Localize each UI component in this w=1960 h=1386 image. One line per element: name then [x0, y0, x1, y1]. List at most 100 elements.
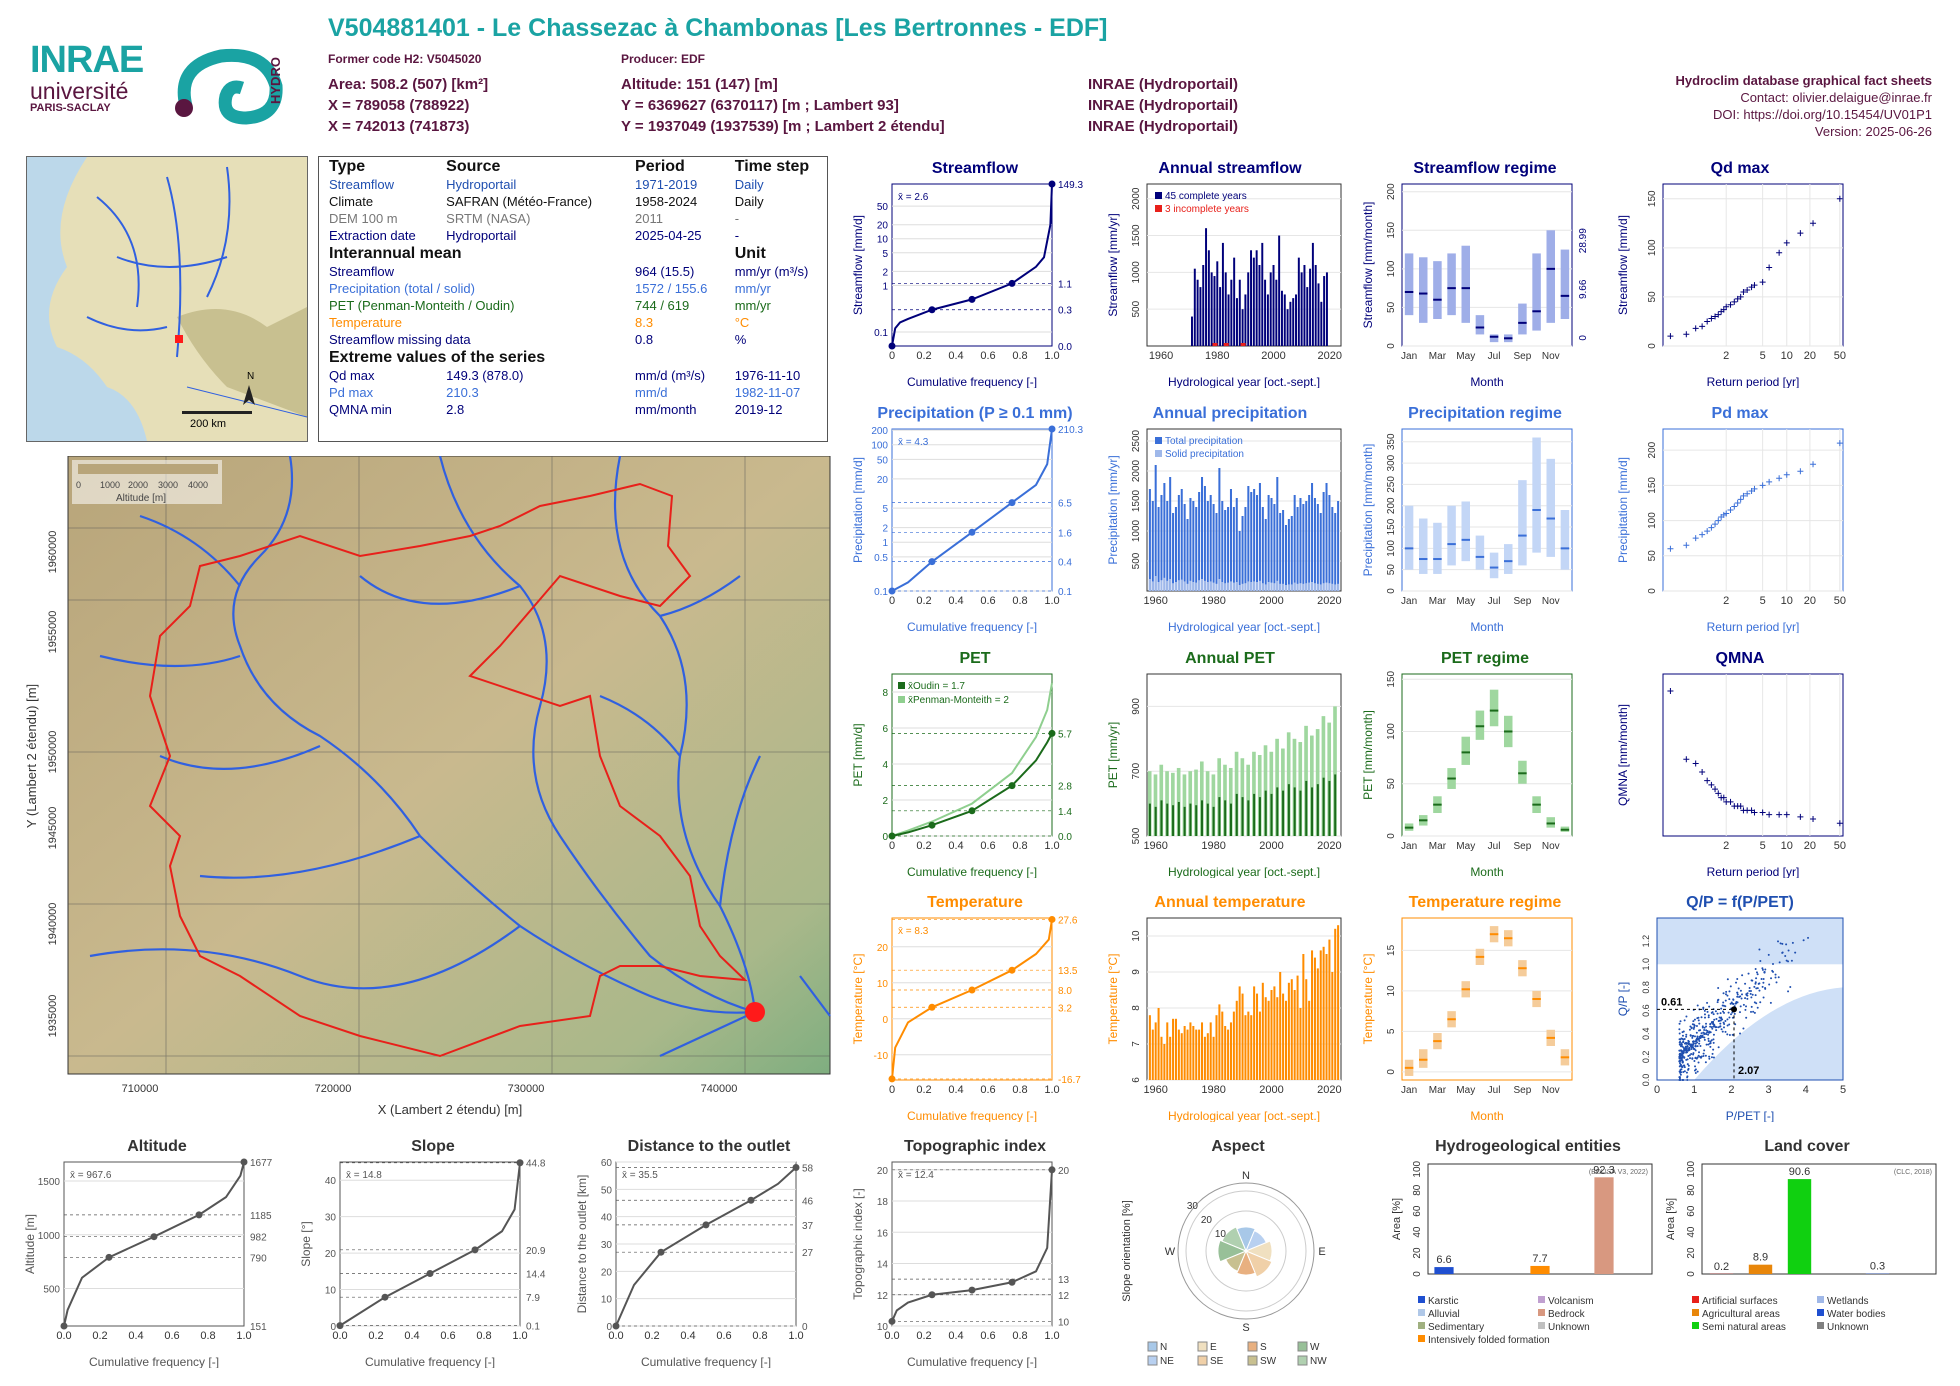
source-note: (CLC, 2018) — [1894, 1169, 1932, 1176]
chart-title: Q/P = f(P/PET) — [1686, 894, 1794, 911]
mean-label: x̄ = 967.6 — [70, 1170, 112, 1181]
cell: Hydroportail — [446, 177, 517, 192]
y-tick-label: 2000 — [1131, 459, 1142, 482]
y-tick-label: 350 — [1386, 433, 1397, 450]
scatter-point — [1683, 1056, 1686, 1059]
bar — [1229, 489, 1232, 591]
bar-solid — [1209, 581, 1212, 591]
cell: 1958-2024 — [635, 194, 698, 209]
scatter-point — [1728, 998, 1731, 1001]
y-axis-label: Slope [°] — [299, 1221, 313, 1267]
bar-solid — [1215, 583, 1218, 591]
x-tick-label: Mar — [1429, 1085, 1447, 1096]
scatter-point — [1687, 1064, 1690, 1067]
quantile-point — [968, 528, 976, 536]
y-tick-label: 150 — [1647, 477, 1658, 494]
x-axis-label: X (Lambert 2 étendu) [m] — [378, 1102, 523, 1117]
box — [1489, 689, 1499, 727]
bar-solid — [1180, 579, 1183, 591]
bar-pm — [1147, 771, 1152, 836]
chart-title: Annual temperature — [1154, 894, 1306, 911]
legend-label: W — [1310, 1342, 1320, 1353]
bar — [1177, 495, 1180, 591]
y-tick-label: 100 — [1686, 1160, 1697, 1177]
bar — [1317, 283, 1320, 346]
bar — [1311, 950, 1314, 1080]
ring — [1185, 1190, 1307, 1312]
bar-solid — [1287, 584, 1290, 591]
bar — [1212, 504, 1215, 591]
scatter-point — [1692, 1034, 1695, 1037]
cell: mm/yr — [734, 298, 771, 313]
quantile-point — [1048, 1166, 1056, 1174]
cell: mm/yr (m³/s) — [734, 264, 809, 279]
x-tick-label: 2000 — [1259, 1084, 1283, 1096]
quantile-point — [1048, 425, 1056, 433]
x-tick-label: 4 — [1803, 1084, 1809, 1096]
bar — [1331, 972, 1334, 1080]
chart-reg_t: Temperature regime 0 5 10 15 Jan Mar May Jul Sep N… — [1360, 894, 1610, 1124]
cell: 1982-11-07 — [734, 385, 801, 400]
scatter-point — [1753, 1001, 1756, 1004]
x-tick-label: 0.8 — [476, 1330, 491, 1342]
x-tick-label: 0 — [889, 595, 895, 607]
scatter-point — [1758, 948, 1761, 951]
scatter-point — [1726, 1018, 1729, 1021]
x-tick-label: 0.0 — [608, 1330, 623, 1342]
scatter-point — [1691, 1044, 1694, 1047]
data-point — [1776, 475, 1783, 482]
scatter-point — [1726, 978, 1729, 981]
bar-pm — [1321, 716, 1326, 836]
box — [1546, 230, 1555, 323]
scatter-point — [1717, 1046, 1720, 1049]
bar — [1163, 483, 1166, 591]
y-tick-label: 18 — [877, 1197, 889, 1208]
scatter-point — [1720, 1007, 1723, 1010]
scatter-point — [1694, 1065, 1697, 1068]
bar — [1221, 501, 1224, 591]
scatter-point — [1728, 1033, 1731, 1036]
scatter-point — [1693, 1023, 1695, 1026]
scatter-point — [1678, 1022, 1681, 1025]
scatter-point — [1749, 992, 1752, 995]
scatter-point — [1746, 997, 1749, 1000]
table-row: Pd max 210.3 mm/d 1982-11-07 — [319, 384, 827, 401]
plot-frame — [891, 183, 1053, 347]
bar — [1293, 787, 1296, 836]
bar-pm — [1188, 771, 1193, 836]
scatter-point — [1687, 1040, 1690, 1043]
data-point — [1740, 289, 1747, 295]
x-tick-label: 0.6 — [716, 1330, 731, 1342]
scatter-point — [1681, 1045, 1684, 1048]
bar — [1328, 780, 1331, 836]
scatter-point — [1781, 942, 1784, 945]
x-axis-label: Hydrological year [oct.-sept.] — [1168, 620, 1320, 633]
compass-label: E — [1318, 1246, 1325, 1258]
scatter-point — [1719, 1022, 1722, 1025]
scatter-point — [1781, 951, 1784, 954]
scatter-point — [1710, 1056, 1713, 1059]
chart-svg: 0 50 100 150 200 Jan Mar May Jul Sep Nov 28.99 9.66 0… — [1361, 183, 1589, 389]
bar — [1337, 501, 1340, 591]
legend-swatch — [1418, 1322, 1425, 1329]
legend-label: Volcanism — [1548, 1296, 1594, 1307]
box — [1532, 253, 1541, 331]
quantile-label: 10 — [1058, 1317, 1070, 1328]
data-point — [1727, 507, 1734, 513]
scatter-point — [1710, 1026, 1713, 1029]
bar — [1160, 800, 1163, 836]
quantile-point — [928, 306, 936, 314]
bar — [1218, 468, 1221, 591]
bar — [1287, 982, 1290, 1080]
x-tick-label: 0.8 — [752, 1330, 767, 1342]
scatter-point — [1681, 1079, 1684, 1081]
chart-title: Pd max — [1711, 405, 1769, 422]
basin-outline — [148, 482, 748, 1058]
bar-solid — [1284, 585, 1287, 591]
x-axis-label: Hydrological year [oct.-sept.] — [1168, 1109, 1320, 1122]
box — [1419, 257, 1428, 323]
scatter-point — [1678, 1049, 1681, 1052]
chart-svg: 0 50 100 150 200 2 5 10 20 50 Return period [yr] Pr… — [1616, 428, 1846, 634]
bar — [1267, 1000, 1270, 1080]
bar — [1292, 298, 1295, 346]
